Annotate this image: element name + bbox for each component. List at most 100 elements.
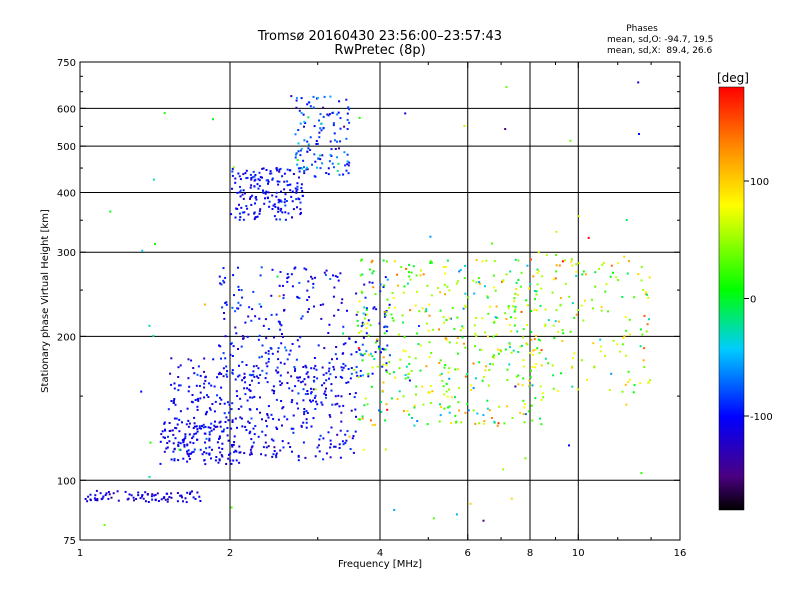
echo-point [166, 442, 169, 444]
echo-point [257, 178, 260, 181]
echo-point [513, 300, 516, 303]
echo-point [304, 383, 307, 386]
echo-point [236, 208, 239, 210]
echo-point [150, 495, 153, 498]
echo-point [281, 211, 284, 214]
echo-point [179, 384, 182, 387]
echo-point [380, 410, 383, 413]
echo-point [191, 394, 194, 396]
echo-point [224, 421, 227, 423]
echo-point [561, 340, 564, 342]
echo-point [458, 270, 461, 273]
echo-point [277, 183, 280, 186]
echo-point [268, 200, 271, 203]
echo-point [338, 405, 341, 408]
echo-point [305, 268, 308, 271]
echo-point [393, 371, 395, 374]
echo-point [440, 406, 443, 409]
echo-point [459, 269, 462, 271]
echo-point [627, 381, 630, 384]
echo-point [492, 354, 495, 357]
echo-point [160, 433, 163, 436]
echo-point [249, 448, 252, 451]
echo-point [411, 417, 413, 419]
echo-point [481, 317, 484, 320]
echo-point [241, 379, 244, 382]
echo-point [421, 307, 424, 310]
echo-point [409, 309, 412, 312]
echo-point [177, 366, 180, 369]
echo-point [137, 494, 140, 497]
echo-point [334, 376, 337, 379]
echo-point [324, 390, 327, 393]
echo-point [386, 278, 389, 281]
echo-point [338, 447, 341, 449]
echo-point [282, 284, 284, 287]
grid-lines [80, 62, 680, 540]
echo-point [221, 430, 224, 433]
echo-point [342, 362, 345, 365]
echo-point [539, 339, 541, 342]
echo-point [396, 273, 399, 276]
echo-point [493, 420, 496, 423]
echo-point [223, 312, 225, 314]
echo-point [487, 312, 490, 315]
echo-point [429, 262, 432, 264]
echo-point [362, 336, 365, 339]
echo-point [306, 310, 309, 313]
echo-point [278, 170, 281, 173]
echo-point [591, 298, 593, 301]
echo-point [170, 492, 173, 495]
echo-point [628, 260, 630, 263]
echo-point [369, 324, 372, 327]
echo-point [310, 367, 313, 370]
echo-point [348, 393, 351, 395]
echo-point [462, 307, 465, 310]
echo-point [185, 501, 188, 504]
echo-point [230, 213, 233, 216]
echo-point [173, 382, 176, 385]
echo-point [296, 339, 299, 342]
echo-point [379, 283, 382, 286]
echo-point [360, 330, 363, 333]
echo-point [299, 154, 302, 157]
echo-point [495, 333, 498, 336]
echo-point [535, 334, 538, 337]
echo-point [267, 180, 270, 183]
echo-point [303, 120, 306, 123]
echo-point [616, 343, 619, 346]
echo-point [218, 435, 221, 438]
echo-point [388, 306, 391, 309]
echo-point [306, 166, 308, 169]
echo-point [299, 208, 302, 211]
echo-point [192, 435, 195, 438]
echo-point [373, 358, 376, 360]
echo-point [246, 335, 249, 338]
echo-point [250, 446, 253, 449]
echo-point [249, 408, 252, 411]
x-tick-label: 1 [77, 548, 83, 559]
echo-point [380, 400, 383, 403]
echo-point [288, 353, 291, 356]
echo-point [439, 403, 441, 406]
echo-point [516, 293, 519, 296]
echo-point [418, 310, 421, 313]
echo-point [313, 376, 316, 378]
echo-point [319, 167, 322, 170]
echo-point [496, 316, 499, 319]
echo-point [642, 359, 645, 362]
echo-point [272, 418, 275, 420]
echo-point [628, 318, 631, 321]
echo-point [358, 300, 361, 303]
echo-point [385, 311, 388, 313]
echo-point [348, 108, 351, 111]
echo-point [237, 408, 240, 410]
echo-point [196, 373, 199, 376]
echo-point [628, 378, 631, 381]
echo-point [291, 285, 294, 288]
echo-point [448, 341, 451, 344]
echo-point [312, 282, 315, 285]
echo-point [339, 456, 342, 459]
echo-point [331, 358, 333, 361]
echo-point [191, 490, 193, 493]
